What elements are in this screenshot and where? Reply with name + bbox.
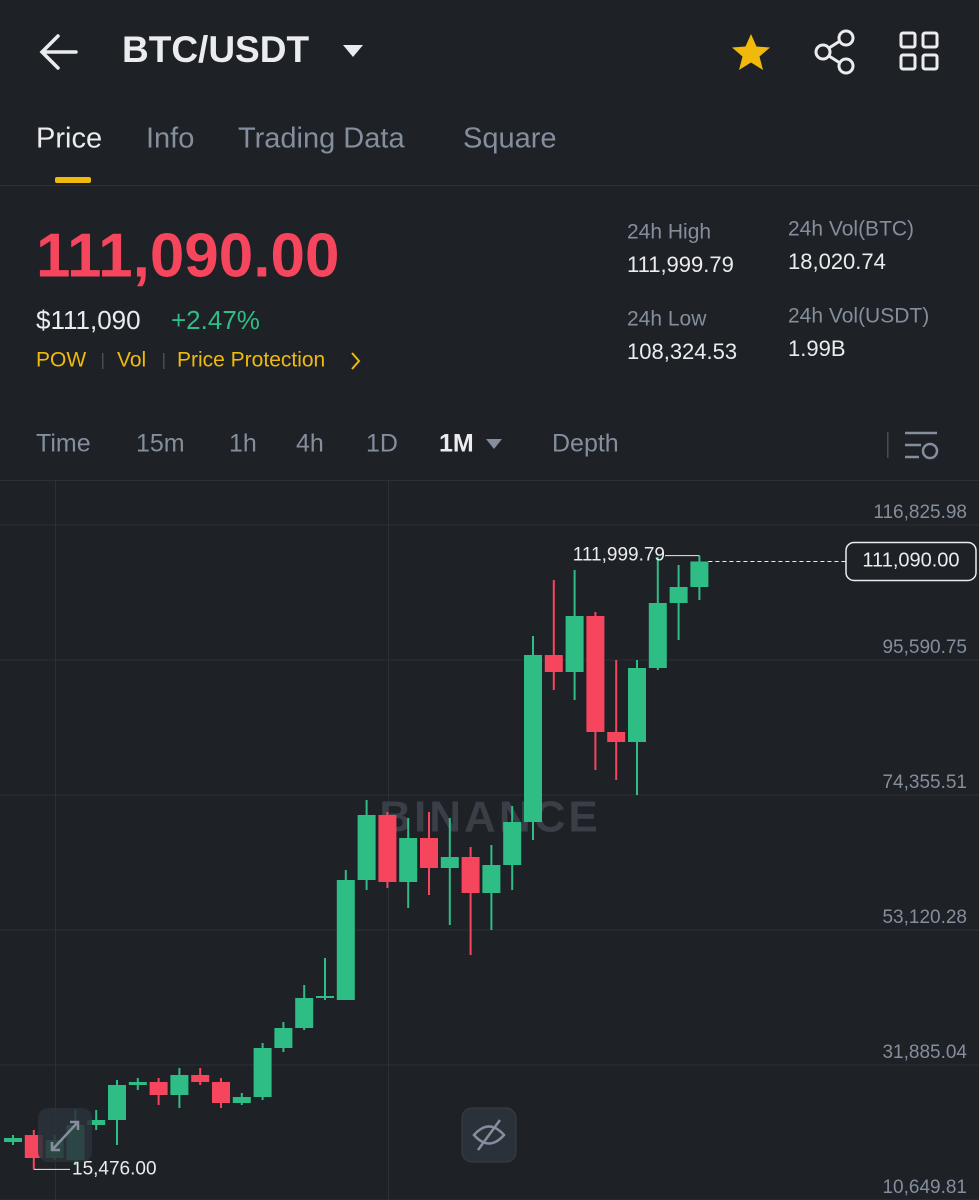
watermark: BINANCE <box>379 793 600 842</box>
candle-body <box>108 1085 126 1121</box>
y-tick-label: 116,825.98 <box>873 502 967 523</box>
divider <box>0 185 979 186</box>
stat-label: 24h Vol(BTC) <box>788 218 914 241</box>
share-button[interactable] <box>814 29 855 75</box>
stat-value: 18,020.74 <box>788 249 886 274</box>
y-tick-label: 31,885.04 <box>882 1042 967 1063</box>
divider <box>0 480 979 481</box>
high-marker-label: 111,999.79 <box>573 545 665 566</box>
candle-body <box>149 1082 168 1096</box>
candle-body <box>628 668 646 743</box>
separator <box>887 432 889 458</box>
candle-body <box>295 998 314 1029</box>
separator <box>102 353 104 369</box>
candle-body <box>648 602 667 669</box>
candle-body <box>690 561 709 588</box>
stat-value: 108,324.53 <box>627 339 737 364</box>
stat-value: 111,999.79 <box>627 252 734 277</box>
y-tick-label: 95,590.75 <box>882 637 967 658</box>
stat-label: 24h Low <box>627 308 707 331</box>
interval[interactable]: 15m <box>136 430 185 458</box>
last-price-box <box>845 541 977 582</box>
y-tick-label: 53,120.28 <box>882 907 967 928</box>
chevron <box>351 352 361 370</box>
tag[interactable]: Vol <box>117 349 146 372</box>
candle-body <box>420 838 438 869</box>
v-grid <box>55 481 56 1200</box>
interval[interactable]: 1h <box>229 430 257 458</box>
candle-body <box>586 615 605 733</box>
interval[interactable]: 1M <box>439 430 474 458</box>
candle-body <box>170 1075 189 1096</box>
candle-body <box>191 1075 210 1083</box>
candle-body <box>87 1120 106 1126</box>
candle-body <box>4 1138 22 1143</box>
hide-button[interactable] <box>461 1107 517 1163</box>
tag[interactable]: Price Protection <box>177 349 325 372</box>
last-price-label: 111,090.00 <box>862 550 959 572</box>
low-marker-label: 15,476.00 <box>72 1158 157 1179</box>
back-button[interactable] <box>39 34 78 70</box>
candle-body <box>440 857 459 869</box>
candle-body <box>482 865 501 894</box>
interval[interactable]: 4h <box>296 430 324 458</box>
chart-settings[interactable] <box>905 431 939 460</box>
candle-body <box>274 1028 293 1049</box>
y-tick-label: 10,649.81 <box>882 1177 967 1198</box>
grid-menu[interactable] <box>899 31 939 71</box>
stat-label: 24h Vol(USDT) <box>788 305 929 328</box>
pair-dropdown[interactable] <box>343 45 363 57</box>
candle-body <box>336 880 355 1001</box>
candle-body <box>503 822 522 866</box>
candle-body <box>253 1048 272 1098</box>
candle-body <box>128 1082 147 1086</box>
candle-body <box>565 615 584 672</box>
tab[interactable]: Square <box>463 123 557 155</box>
pair-title[interactable]: BTC/USDT <box>122 29 309 70</box>
expand-button[interactable] <box>38 1108 92 1162</box>
price-change: +2.47% <box>171 305 260 335</box>
candlestick-chart: BINANCE 116,825.98 95,590.75 74,355.51 53,1… <box>0 481 979 1200</box>
candle-body <box>212 1082 230 1104</box>
candle-body <box>232 1097 251 1104</box>
tag[interactable]: POW <box>36 349 86 372</box>
interval[interactable]: Depth <box>552 430 619 458</box>
candle-body <box>524 654 542 823</box>
stat-value: 1.99B <box>788 336 846 361</box>
favorite-star[interactable] <box>732 34 770 70</box>
candle-body <box>399 838 418 883</box>
candle-body <box>607 732 626 743</box>
last-price: 111,090.00 <box>36 221 339 290</box>
tab[interactable]: Price <box>36 123 102 155</box>
tab[interactable]: Info <box>146 123 194 155</box>
interval[interactable]: 1D <box>366 430 398 458</box>
candle-body <box>378 815 397 883</box>
candle-body <box>544 654 563 672</box>
tab[interactable]: Trading Data <box>238 123 405 155</box>
y-tick-label: 74,355.51 <box>882 772 967 793</box>
interval-dropdown[interactable] <box>486 439 502 449</box>
stat-label: 24h High <box>627 221 711 244</box>
usd-price: $111,090 <box>36 305 141 335</box>
interval[interactable]: Time <box>36 430 91 458</box>
candle-body <box>461 857 480 894</box>
tab-indicator <box>55 177 91 183</box>
candle-body <box>316 996 334 999</box>
separator <box>163 353 165 369</box>
candle-body <box>669 587 688 603</box>
candle-body <box>357 815 376 881</box>
